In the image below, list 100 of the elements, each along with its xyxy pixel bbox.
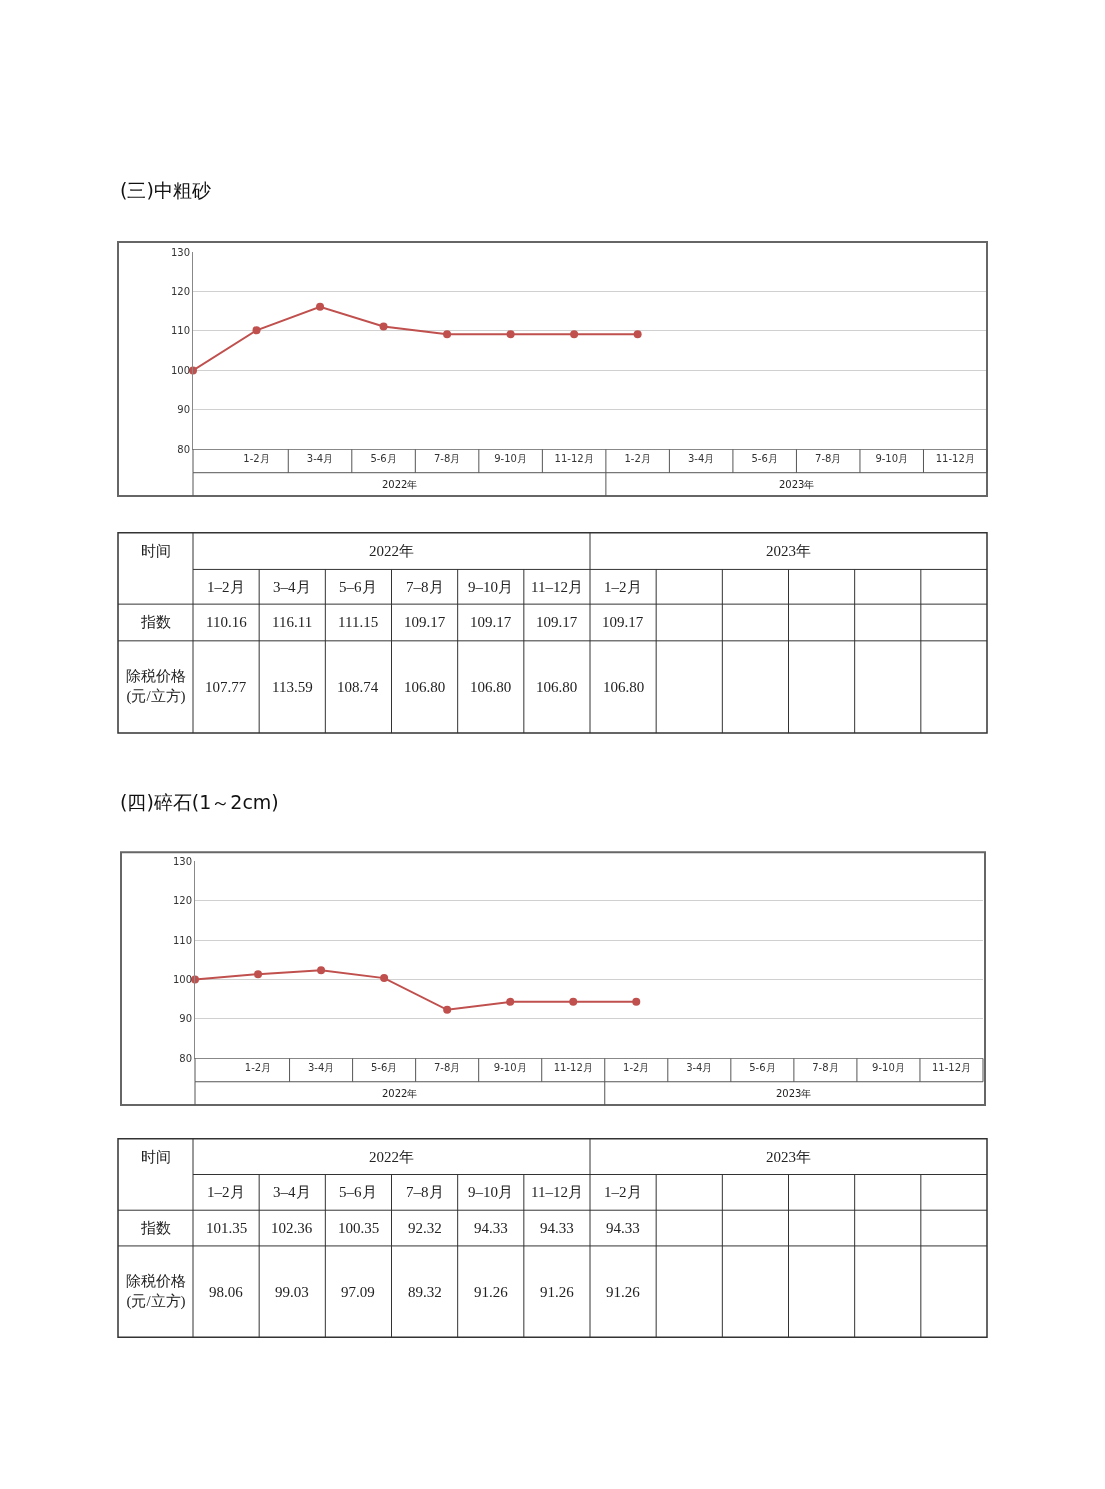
data-label: 94.33 [474,1220,508,1236]
data-label: 110.16 [206,614,248,630]
text: 2023年 [776,1088,812,1099]
x-tick-label: 3-4月 [307,1062,335,1074]
text: 2023年 [766,543,811,559]
data-label: 89.32 [408,1284,442,1300]
category-label: 11–12月 [531,579,583,595]
x-tick-label: 3-4月 [306,453,334,465]
data-label: 101.35 [206,1220,248,1236]
category-label: 1–2月 [604,1184,642,1200]
data-label: 91.26 [474,1284,509,1300]
point [443,330,452,339]
category-label: 3–4月 [273,1184,311,1200]
y-tick-label: 130 [172,855,192,867]
data-label: 102.36 [271,1220,313,1236]
x-tick-label: 3-4月 [687,453,715,465]
data-label: 92.32 [408,1220,442,1236]
point [633,330,642,339]
text: 除税价格(元/立方) [126,1273,186,1310]
category-label: 1–2月 [604,579,642,595]
y-tick-label: 120 [170,285,190,297]
point [570,330,579,339]
data-label: 97.09 [341,1284,375,1300]
data-label: 94.33 [606,1220,640,1236]
text: 除税价格(元/立方) [126,668,186,705]
data-label: 106.80 [470,679,512,695]
text: 时间 [141,1149,171,1165]
y-tick-label: 80 [177,443,190,455]
y-tick-label: 110 [172,934,192,946]
point [380,974,389,983]
y-tick-label: 120 [172,895,192,907]
data-label: 106.80 [404,679,446,695]
x-tick-label: 11-12月 [935,453,975,465]
category-label: 5–6月 [339,579,377,595]
data-label: 106.80 [536,679,578,695]
y-tick-label: 100 [170,364,190,376]
x-tick-label: 11-12月 [554,453,594,465]
point [506,997,515,1006]
x-tick-label: 9-10月 [872,1062,905,1074]
x-tick-label: 9-10月 [494,453,527,465]
x-tick-label: 9-10月 [493,1062,527,1074]
x-tick-label: 1-2月 [623,1062,650,1074]
x-tick-label: 7-8月 [815,453,842,465]
category-label: 7–8月 [406,1184,444,1200]
point [632,997,641,1006]
text: 2022年 [369,543,414,559]
y-tick-label: 130 [170,246,190,258]
text: 2022年 [369,1149,414,1165]
data-label: 99.03 [275,1284,309,1300]
data-label: 91.26 [606,1284,641,1300]
data-label: 111.15 [338,614,379,630]
point [316,302,325,311]
category-label: 3–4月 [273,579,311,595]
category-label: 9–10月 [468,1184,513,1200]
y-tick-label: 100 [172,973,192,985]
category-label: 1–2月 [207,579,245,595]
data-label: 109.17 [470,614,512,630]
y-tick-label: 90 [177,404,190,416]
x-tick-label: 1-2月 [244,1062,272,1074]
category-label: 1–2月 [207,1184,245,1200]
text: 指数 [140,1220,171,1236]
x-tick-label: 5-6月 [370,1062,398,1074]
x-tick-label: 9-10月 [875,453,909,465]
x-tick-label: 11-12月 [931,1062,972,1074]
point [254,970,263,979]
x-tick-label: 7-8月 [812,1062,839,1074]
x-tick-label: 5-6月 [749,1062,776,1074]
y-tick-label: 80 [179,1052,192,1064]
y-tick-label: 90 [179,1013,192,1025]
data-label: 106.80 [603,679,645,695]
data-label: 109.17 [536,614,578,630]
x-tick-label: 11-12月 [553,1062,593,1074]
chart-title: (四)碎石(1～2cm) [120,791,279,813]
text: 2023年 [779,479,815,490]
point [569,997,578,1006]
point [252,326,261,335]
x-tick-label: 7-8月 [433,1062,461,1074]
data-label: 98.06 [209,1284,244,1300]
text: 2023年 [766,1149,811,1165]
category-label: 7–8月 [406,579,444,595]
x-tick-label: 5-6月 [370,453,397,465]
data-label: 113.59 [272,679,313,695]
x-tick-label: 1-2月 [624,453,651,465]
data-label: 109.17 [602,614,644,630]
x-tick-label: 7-8月 [433,453,461,465]
text: 2022年 [382,479,418,490]
category-label: 5–6月 [339,1184,377,1200]
data-label: 91.26 [540,1284,575,1300]
x-tick-label: 3-4月 [686,1062,713,1074]
point [506,330,515,339]
chart-title: (三)中粗砂 [120,179,211,201]
data-label: 109.17 [404,614,446,630]
data-label: 94.33 [540,1220,574,1236]
category-label: 11–12月 [531,1184,583,1200]
x-tick-label: 5-6月 [751,453,778,465]
point [443,1005,452,1014]
point [379,322,388,331]
x-tick-label: 1-2月 [243,453,270,465]
data-label: 107.77 [205,679,247,695]
text: 时间 [141,543,171,559]
